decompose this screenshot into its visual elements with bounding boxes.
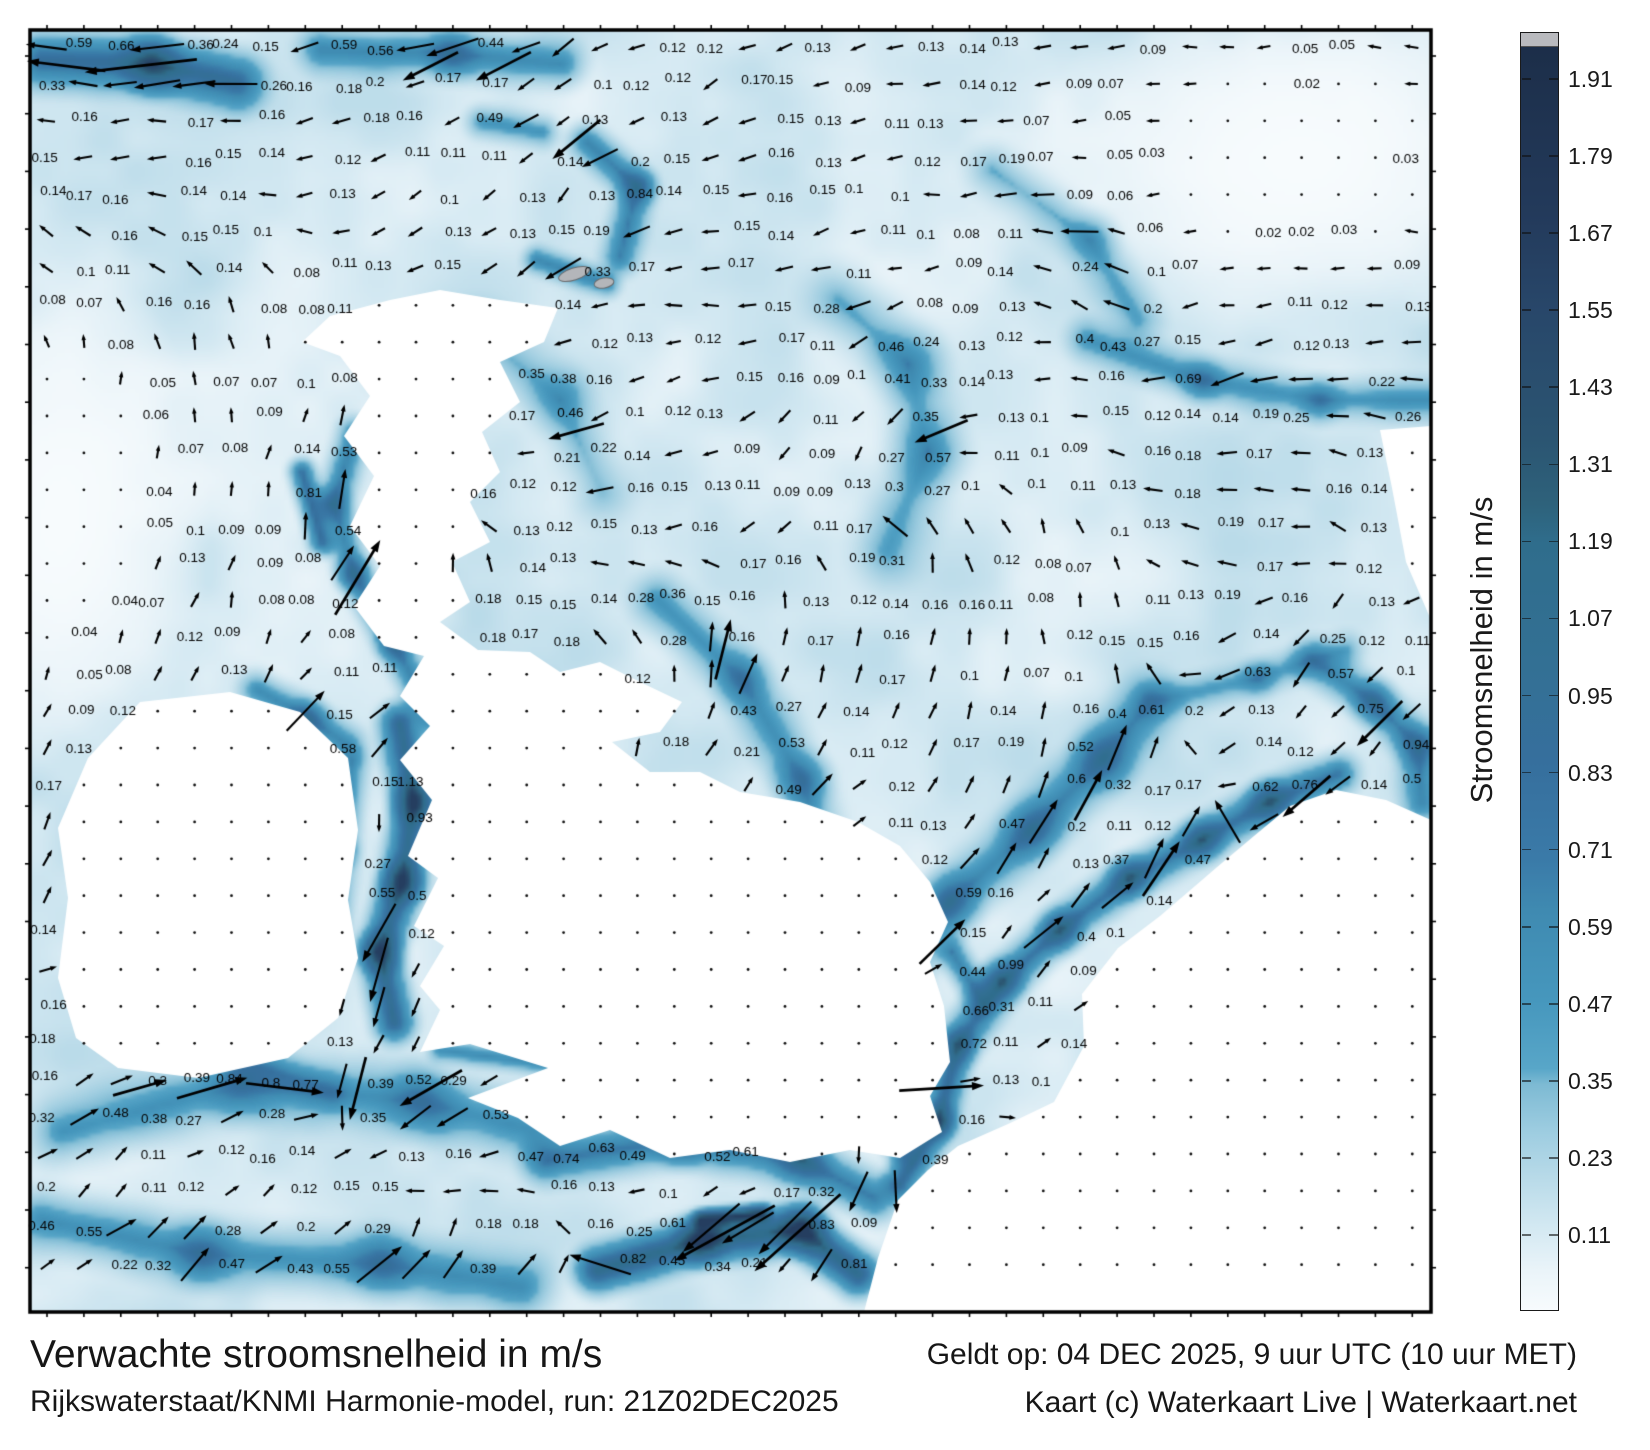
credit-caption: Kaart (c) Waterkaart Live | Waterkaart.n… — [1024, 1386, 1577, 1419]
map-title: Verwachte stroomsnelheid in m/s — [30, 1333, 603, 1376]
valid-time-caption: Geldt op: 04 DEC 2025, 9 uur UTC (10 uur… — [926, 1338, 1577, 1371]
model-run-caption: Rijkswaterstaat/KNMI Harmonie-model, run… — [30, 1385, 839, 1418]
